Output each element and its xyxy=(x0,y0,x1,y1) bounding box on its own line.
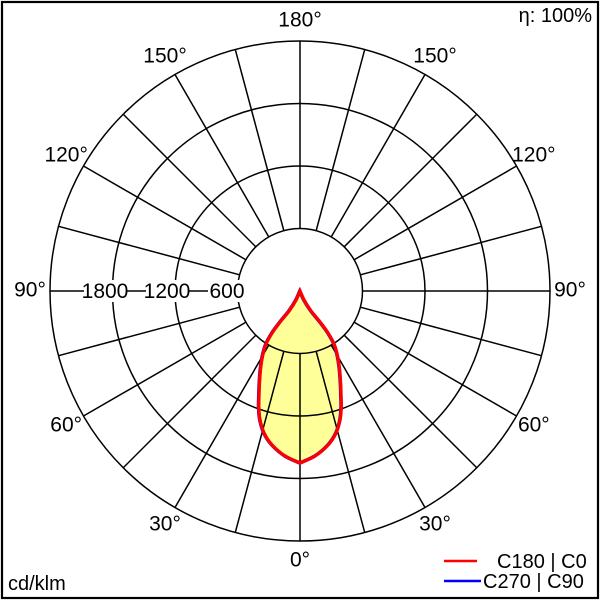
svg-text:30°: 30° xyxy=(419,512,451,535)
svg-text:0°: 0° xyxy=(290,549,310,572)
svg-text:η: 100%: η: 100% xyxy=(519,5,593,27)
svg-text:150°: 150° xyxy=(413,45,456,68)
svg-text:1200: 1200 xyxy=(144,280,191,303)
svg-text:60°: 60° xyxy=(518,414,550,437)
svg-text:C270 | C90: C270 | C90 xyxy=(483,571,584,593)
svg-text:1800: 1800 xyxy=(82,280,129,303)
svg-text:cd/klm: cd/klm xyxy=(8,573,66,595)
svg-text:90°: 90° xyxy=(14,279,46,302)
svg-text:600: 600 xyxy=(209,280,244,303)
svg-text:30°: 30° xyxy=(149,512,181,535)
svg-text:180°: 180° xyxy=(278,9,321,32)
svg-text:150°: 150° xyxy=(143,45,186,68)
svg-text:120°: 120° xyxy=(512,144,555,167)
svg-text:C180 | C0: C180 | C0 xyxy=(497,551,587,573)
svg-text:90°: 90° xyxy=(554,279,586,302)
svg-text:60°: 60° xyxy=(50,414,82,437)
svg-text:120°: 120° xyxy=(44,144,87,167)
